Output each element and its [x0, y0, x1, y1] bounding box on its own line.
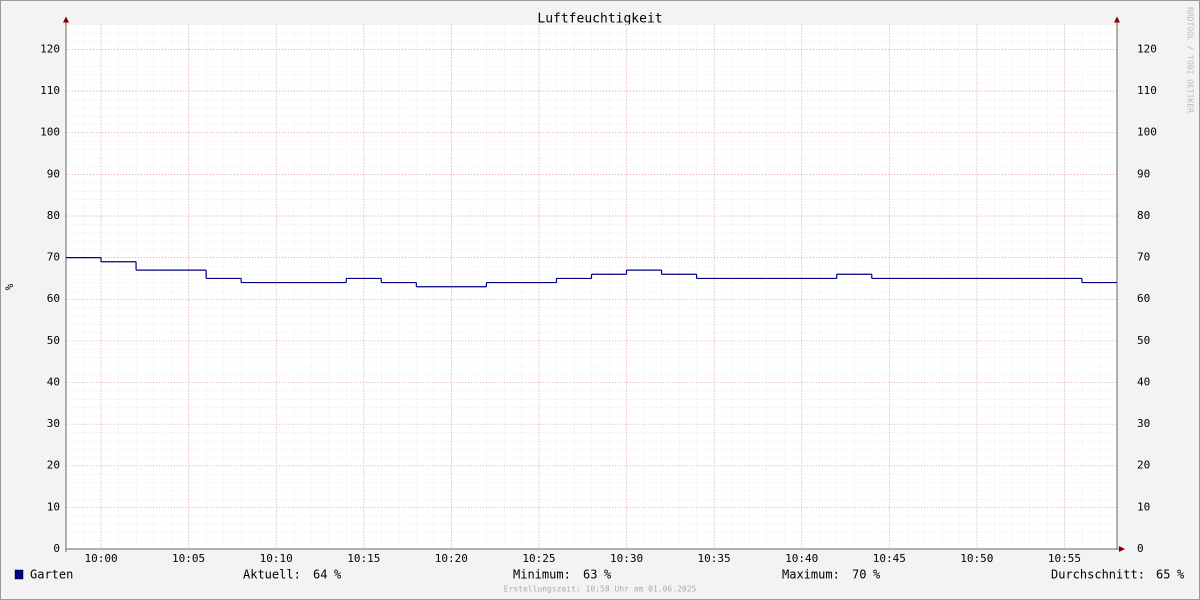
stat-value: 63: [583, 568, 597, 582]
y-tick-label: 110: [40, 84, 60, 97]
y-tick-label: 40: [47, 375, 60, 388]
x-tick-label: 10:35: [698, 552, 731, 565]
x-tick-label: 10:20: [435, 552, 468, 565]
stat-value: 64: [313, 568, 327, 582]
axis-arrow: [1119, 546, 1125, 552]
y-tick-label-right: 80: [1137, 209, 1150, 222]
y-tick-label-right: 50: [1137, 334, 1150, 347]
y-tick-label: 120: [40, 42, 60, 55]
stat-unit: %: [873, 568, 881, 582]
x-tick-label: 10:30: [610, 552, 643, 565]
y-tick-label: 90: [47, 167, 60, 180]
x-tick-label: 10:55: [1048, 552, 1081, 565]
axis-arrow: [1114, 16, 1120, 23]
stat-label: Minimum:: [513, 568, 571, 582]
x-tick-label: 10:45: [873, 552, 906, 565]
stat-unit: %: [334, 568, 342, 582]
x-tick-label: 10:05: [172, 552, 205, 565]
y-tick-label-right: 70: [1137, 251, 1150, 264]
y-tick-label-right: 110: [1137, 84, 1157, 97]
x-tick-label: 10:40: [785, 552, 818, 565]
minor-grid: [66, 24, 1117, 549]
legend-label: Garten: [30, 568, 73, 582]
stat-value: 65: [1156, 568, 1170, 582]
y-tick-label: 80: [47, 209, 60, 222]
x-tick-label: 10:15: [347, 552, 380, 565]
stat-unit: %: [604, 568, 612, 582]
y-tick-label: 10: [47, 500, 60, 513]
legend-swatch: [14, 569, 24, 580]
y-tick-label: 60: [47, 292, 60, 305]
y-tick-label-right: 90: [1137, 167, 1150, 180]
y-tick-label-right: 100: [1137, 126, 1157, 139]
stat-label: Aktuell:: [243, 568, 301, 582]
y-tick-label: 0: [53, 542, 60, 555]
y-tick-label-right: 120: [1137, 42, 1157, 55]
chart-title: Luftfeuchtigkeit: [537, 12, 662, 27]
y-tick-label: 100: [40, 126, 60, 139]
y-tick-label: 50: [47, 334, 60, 347]
y-tick-label-right: 20: [1137, 459, 1150, 472]
stat-value: 70: [852, 568, 866, 582]
y-tick-label: 30: [47, 417, 60, 430]
stat-label: Maximum:: [782, 568, 840, 582]
watermark: RRDTOOL / TOBI OETIKER: [1186, 7, 1195, 113]
footer: Erstellungszeit: 10:58 Uhr am 01.06.2025: [504, 585, 697, 594]
x-tick-label: 10:10: [260, 552, 293, 565]
y-tick-label: 70: [47, 251, 60, 264]
stat-unit: %: [1177, 568, 1185, 582]
x-tick-label: 10:25: [522, 552, 555, 565]
stat-label: Durchschnitt:: [1051, 568, 1145, 582]
axis-arrow: [63, 16, 69, 23]
y-tick-label-right: 60: [1137, 292, 1150, 305]
x-tick-label: 10:50: [960, 552, 993, 565]
x-tick-label: 10:00: [84, 552, 117, 565]
y-tick-label: 20: [47, 459, 60, 472]
y-tick-label-right: 0: [1137, 542, 1144, 555]
y-axis-label: %: [3, 283, 16, 290]
y-tick-label-right: 40: [1137, 375, 1150, 388]
y-tick-label-right: 30: [1137, 417, 1150, 430]
y-tick-label-right: 10: [1137, 500, 1150, 513]
